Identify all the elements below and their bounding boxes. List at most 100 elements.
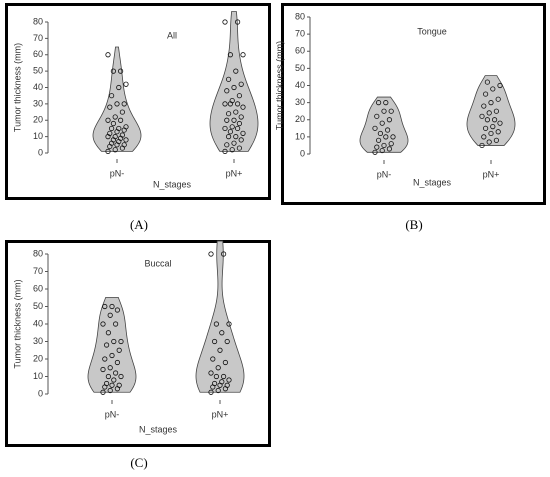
data-point [114, 101, 120, 107]
data-point [105, 330, 112, 336]
data-point [381, 142, 387, 149]
y-axis-label: Tumor thickness (mm) [12, 279, 22, 368]
y-tick-label: 60 [33, 283, 43, 293]
data-point [219, 330, 225, 336]
data-point [233, 68, 239, 74]
data-point [491, 117, 498, 123]
data-point [386, 146, 392, 152]
data-point [486, 110, 492, 116]
data-point [226, 76, 232, 82]
data-point [107, 312, 113, 318]
data-point [236, 145, 242, 151]
chart-title: Buccal [144, 258, 171, 268]
data-point [222, 359, 228, 366]
data-point [493, 137, 499, 143]
data-point [495, 96, 501, 102]
data-point [479, 142, 485, 149]
data-point [123, 81, 129, 87]
data-point [236, 120, 242, 127]
data-point [213, 373, 219, 380]
data-point [104, 342, 110, 348]
data-point [217, 347, 223, 353]
data-point [100, 389, 106, 395]
data-point [112, 114, 118, 120]
data-point [226, 111, 232, 117]
y-tick-label: 30 [33, 336, 43, 346]
data-point [388, 141, 394, 147]
data-point [215, 387, 221, 394]
data-point [238, 114, 244, 120]
data-point [224, 88, 230, 94]
data-point [226, 321, 232, 327]
data-point [110, 120, 117, 127]
data-point [383, 134, 389, 140]
data-point [224, 338, 230, 345]
data-point [229, 124, 235, 130]
panel-frame [5, 3, 271, 200]
data-point [226, 377, 232, 383]
y-tick-label: 10 [33, 371, 43, 381]
data-point [208, 370, 214, 376]
data-point [113, 370, 119, 376]
data-point [390, 134, 396, 140]
data-point [231, 117, 237, 123]
data-point [238, 137, 244, 143]
y-tick-label: 20 [33, 353, 43, 363]
y-tick-label: 50 [33, 301, 43, 311]
data-point [123, 124, 129, 130]
x-tick-label: pN+ [212, 409, 229, 419]
data-point [119, 132, 126, 138]
panel-frame [281, 3, 546, 205]
chart-title: All [167, 30, 177, 40]
y-tick-label: 80 [33, 248, 43, 258]
data-point [208, 251, 214, 257]
y-tick-label: 30 [295, 97, 305, 107]
data-point [109, 93, 115, 99]
data-point [229, 98, 235, 104]
data-point [222, 148, 228, 154]
data-point [107, 130, 113, 136]
y-tick-label: 60 [33, 49, 43, 59]
data-point [497, 120, 503, 126]
chart-title: Tongue [417, 26, 447, 36]
y-tick-label: 70 [295, 29, 305, 39]
data-point [212, 338, 218, 345]
data-point [495, 129, 501, 135]
data-point [486, 139, 492, 145]
violin [466, 75, 516, 146]
data-point [107, 104, 113, 110]
data-point [490, 124, 496, 130]
data-point [105, 52, 111, 58]
data-point [114, 307, 121, 313]
x-axis-label: N_stages [153, 179, 192, 189]
y-tick-label: 40 [295, 80, 305, 90]
data-point [113, 321, 119, 327]
data-point [112, 134, 118, 140]
data-point [484, 79, 490, 85]
data-point [388, 108, 394, 114]
data-point [381, 108, 387, 114]
violin [87, 296, 137, 393]
data-point [114, 359, 121, 366]
y-tick-label: 20 [33, 115, 43, 125]
data-point [116, 84, 122, 91]
data-point [372, 149, 378, 155]
data-point [229, 147, 235, 153]
data-point [482, 125, 489, 131]
y-tick-label: 80 [33, 16, 43, 26]
data-point [221, 373, 227, 380]
data-point [105, 117, 111, 123]
data-point [119, 109, 126, 115]
data-point [213, 321, 219, 327]
data-point [219, 379, 225, 385]
data-point [227, 129, 233, 135]
x-tick-label: pN+ [483, 169, 500, 179]
data-point [210, 356, 216, 362]
data-point [233, 109, 239, 115]
data-point [221, 251, 227, 257]
y-axis-label: Tumor thickness (mm) [274, 41, 284, 130]
data-point [222, 101, 228, 107]
x-tick-label: pN+ [226, 168, 243, 178]
data-point [118, 373, 124, 380]
data-point [497, 82, 503, 89]
